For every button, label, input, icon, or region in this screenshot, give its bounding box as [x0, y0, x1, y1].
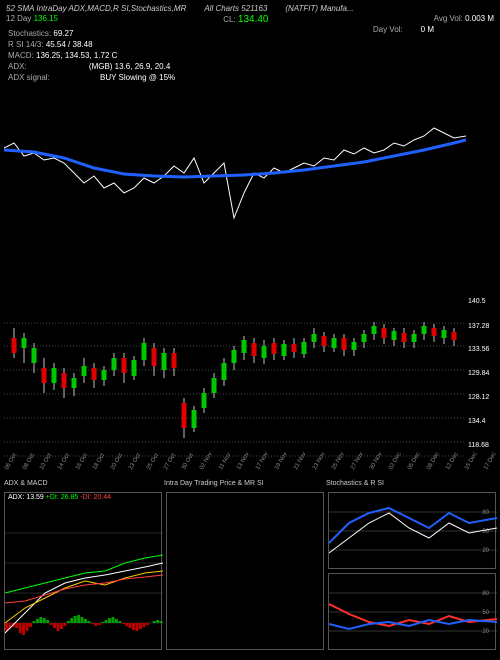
stoch-label: Stochastics:	[8, 29, 51, 38]
rsi-label: R SI 14/3:	[8, 40, 44, 49]
adxsig-label: ADX signal:	[8, 73, 50, 82]
adxsig-value: BUY Slowing @ 15%	[100, 73, 175, 82]
main-line-chart	[4, 88, 466, 296]
dayvol-label: Day Vol:	[373, 25, 403, 34]
adx-macd-panel	[4, 492, 162, 650]
svg-text:80: 80	[482, 510, 489, 516]
symbol-name: (NATFIT) Manufa...	[285, 4, 353, 13]
indicators-text: 52 SMA IntraDay ADX,MACD,R SI,Stochastic…	[6, 4, 186, 13]
svg-text:50: 50	[482, 610, 489, 616]
dayvol-value: 0 M	[421, 25, 434, 34]
macd-label: MACD:	[8, 51, 34, 60]
candlestick-chart	[4, 298, 466, 458]
mdi-num: 20.44	[93, 494, 111, 501]
adx-readout: ADX: 13.59 +DI: 26.85 -DI: 20.44	[8, 494, 111, 501]
svg-text:20: 20	[482, 629, 489, 635]
rsi-value: 45.54 / 38.48	[46, 40, 93, 49]
svg-text:20: 20	[482, 548, 489, 554]
price-axis-labels: 140.5137.28133.56129.84128.12134.4118.68	[466, 298, 500, 458]
svg-text:80: 80	[482, 591, 489, 597]
stoch-value: 69.27	[53, 29, 73, 38]
rsi-panel: 80 50 20	[328, 573, 496, 650]
intraday-panel	[166, 492, 324, 650]
avgvol-label: Avg Vol:	[434, 14, 463, 23]
subtitle-intraday: Intra Day Trading Price & MR SI	[164, 480, 326, 492]
adx-pre: ADX:	[8, 494, 26, 501]
info-block: Stochastics: 69.27 R SI 14/3: 45.54 / 38…	[8, 28, 175, 83]
date-axis: 06 Oct08 Oct10 Oct14 Oct16 Oct18 Oct20 O…	[4, 458, 466, 476]
avgvol-value: 0.003 M	[465, 14, 494, 23]
close-value: 134.40	[238, 14, 269, 25]
mdi-label: -DI:	[80, 494, 93, 501]
macd-value: 136.25, 134.53, 1.72 C	[36, 51, 117, 60]
pdi-num: 26.85	[61, 494, 79, 501]
adx-num: 13.59	[26, 494, 44, 501]
subtitle-adx-macd: ADX & MACD	[4, 480, 164, 492]
subpanel-titles: ADX & MACD Intra Day Trading Price & MR …	[4, 480, 496, 492]
chart-id: All Charts 521163	[204, 4, 267, 13]
close-label: CL:	[223, 15, 235, 24]
twelve-day-value: 136.15	[34, 14, 58, 23]
adx-label: ADX:	[8, 62, 27, 71]
pdi-label: +DI:	[46, 494, 61, 501]
twelve-day-label: 12 Day	[6, 14, 31, 23]
adx-value: (MGB) 13.6, 26.9, 20.4	[89, 62, 170, 71]
subtitle-stoch-rsi: Stochastics & R SI	[326, 480, 494, 492]
stochastics-panel: 805020	[328, 492, 496, 569]
